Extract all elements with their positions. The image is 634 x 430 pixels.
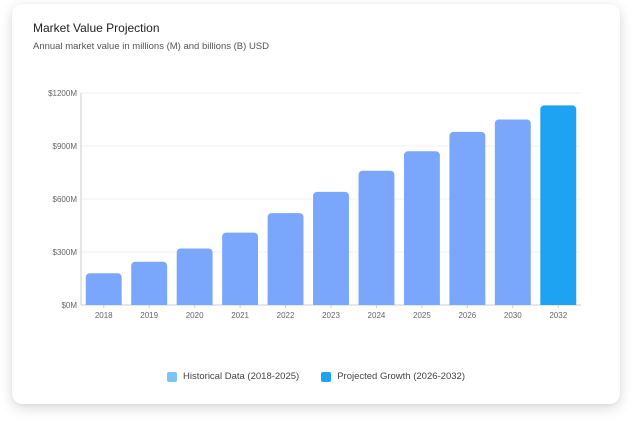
x-tick-label: 2024: [368, 311, 386, 320]
bar-base-2032: [540, 300, 577, 305]
y-tick-label: $0M: [61, 301, 77, 310]
bar-base-2024: [358, 300, 395, 305]
bar-2032[interactable]: [540, 105, 577, 305]
y-tick-label: $1200M: [48, 89, 77, 98]
bar-2025[interactable]: [403, 151, 440, 305]
x-tick-label: 2018: [95, 311, 113, 320]
chart-title: Market Value Projection: [33, 21, 160, 35]
bar-base-2021: [222, 300, 259, 305]
legend-swatch-projected: [321, 371, 332, 382]
bar-2019[interactable]: [131, 261, 168, 305]
y-tick-label: $300M: [53, 248, 78, 257]
x-tick-label: 2021: [231, 311, 249, 320]
legend-label-projected: Projected Growth (2026-2032): [337, 371, 465, 382]
bar-base-2019: [131, 300, 168, 305]
bar-2030[interactable]: [494, 119, 531, 306]
x-tick-label: 2020: [186, 311, 204, 320]
x-tick-label: 2022: [277, 311, 295, 320]
bar-base-2025: [403, 300, 440, 305]
chart-card: Market Value Projection Annual market va…: [12, 4, 620, 404]
bar-base-2023: [313, 300, 349, 305]
x-tick-label: 2030: [504, 311, 522, 320]
bar-base-2030: [494, 300, 531, 305]
bar-chart: $0M $300M $600M $900M $1200M 2018 2019 2020 2021…: [48, 89, 581, 320]
bar-base-2022: [267, 300, 304, 305]
y-tick-label: $900M: [53, 142, 78, 151]
x-tick-label: 2026: [458, 311, 476, 320]
bar-base-2018: [85, 300, 122, 305]
bar-base-2026: [449, 300, 486, 305]
x-tick-label: 2025: [413, 311, 431, 320]
legend-label-historical: Historical Data (2018-2025): [183, 371, 300, 382]
bar-2021[interactable]: [222, 232, 259, 305]
bar-2020[interactable]: [176, 248, 213, 305]
bar-base-2020: [176, 300, 213, 305]
x-tick-label: 2023: [322, 311, 340, 320]
bar-2022[interactable]: [267, 213, 304, 305]
chart-legend: Historical Data (2018-2025) Projected Gr…: [12, 371, 620, 382]
bar-2024[interactable]: [358, 170, 395, 305]
y-tick-label: $600M: [53, 195, 78, 204]
bar-2026[interactable]: [449, 131, 486, 305]
legend-item-projected[interactable]: Projected Growth (2026-2032): [321, 371, 465, 382]
bar-2018[interactable]: [85, 273, 122, 305]
chart-subtitle: Annual market value in millions (M) and …: [33, 41, 270, 52]
legend-item-historical[interactable]: Historical Data (2018-2025): [167, 371, 299, 382]
legend-swatch-historical: [167, 371, 178, 382]
bar-2023[interactable]: [313, 191, 349, 305]
x-tick-label: 2032: [549, 311, 567, 320]
x-tick-label: 2019: [140, 311, 158, 320]
